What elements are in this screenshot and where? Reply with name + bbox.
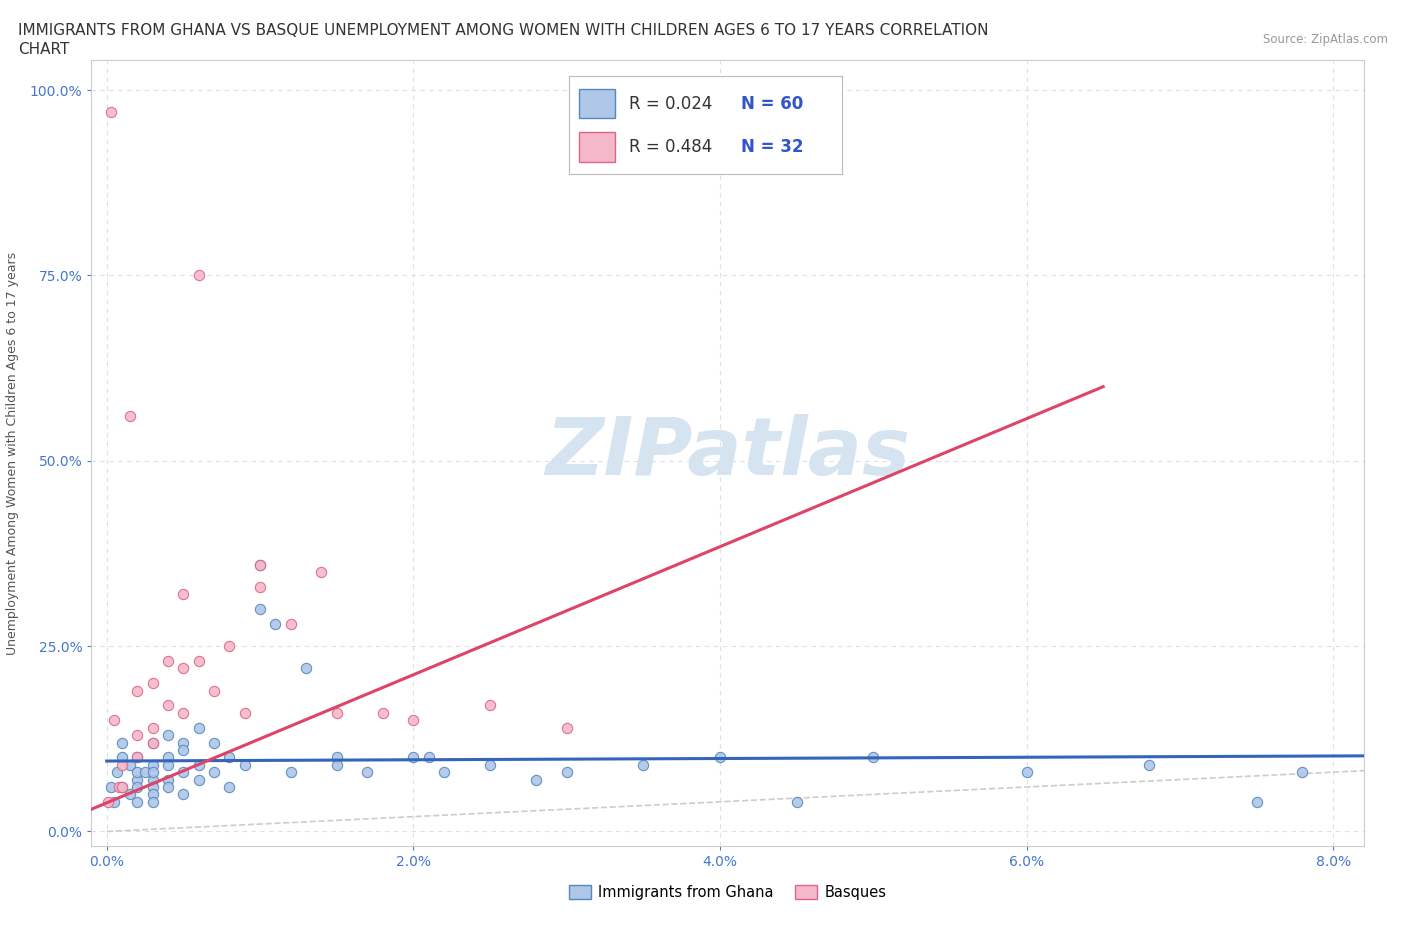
Point — [356, 764, 378, 779]
Point — [127, 750, 149, 764]
Point — [478, 757, 501, 772]
Point — [142, 787, 165, 802]
Point — [157, 750, 180, 764]
Point — [325, 757, 347, 772]
Point — [402, 712, 425, 727]
Point — [172, 735, 194, 750]
Point — [1291, 764, 1313, 779]
Point — [172, 706, 194, 721]
Y-axis label: Unemployment Among Women with Children Ages 6 to 17 years: Unemployment Among Women with Children A… — [6, 252, 18, 655]
Point — [202, 684, 225, 698]
Point — [157, 757, 180, 772]
Point — [555, 764, 578, 779]
Point — [142, 735, 165, 750]
Point — [402, 750, 425, 764]
Point — [127, 750, 149, 764]
Point — [202, 735, 225, 750]
Point — [202, 764, 225, 779]
Point — [157, 698, 180, 713]
Point — [127, 772, 149, 787]
Point — [418, 750, 440, 764]
Point — [118, 787, 141, 802]
Point — [157, 727, 180, 742]
Point — [709, 750, 731, 764]
Point — [142, 779, 165, 794]
Point — [97, 794, 120, 809]
Point — [1137, 757, 1160, 772]
Point — [127, 779, 149, 794]
Point — [249, 557, 271, 572]
Point — [295, 661, 318, 676]
Point — [142, 735, 165, 750]
Text: ZIPatlas: ZIPatlas — [546, 415, 910, 492]
Point — [111, 779, 134, 794]
Point — [187, 268, 209, 283]
Point — [127, 684, 149, 698]
Point — [325, 750, 347, 764]
Point — [249, 557, 271, 572]
Point — [311, 565, 333, 579]
Point — [134, 764, 156, 779]
Point — [218, 639, 240, 654]
Point — [127, 727, 149, 742]
Point — [233, 706, 256, 721]
Point — [142, 764, 165, 779]
Point — [233, 757, 256, 772]
Point — [127, 764, 149, 779]
Point — [325, 706, 347, 721]
Point — [118, 757, 141, 772]
Point — [524, 772, 547, 787]
Point — [1246, 794, 1268, 809]
Point — [433, 764, 456, 779]
Text: IMMIGRANTS FROM GHANA VS BASQUE UNEMPLOYMENT AMONG WOMEN WITH CHILDREN AGES 6 TO: IMMIGRANTS FROM GHANA VS BASQUE UNEMPLOY… — [18, 23, 988, 38]
Point — [142, 757, 165, 772]
Point — [187, 720, 209, 735]
Point — [157, 772, 180, 787]
Point — [633, 757, 655, 772]
Point — [103, 794, 125, 809]
Point — [187, 654, 209, 669]
Point — [172, 661, 194, 676]
Point — [172, 587, 194, 602]
Point — [111, 735, 134, 750]
Point — [172, 742, 194, 757]
Point — [100, 105, 122, 120]
Point — [157, 654, 180, 669]
Point — [127, 794, 149, 809]
Point — [118, 409, 141, 424]
Legend: Immigrants from Ghana, Basques: Immigrants from Ghana, Basques — [562, 879, 893, 906]
Point — [249, 579, 271, 594]
Point — [187, 757, 209, 772]
Point — [111, 779, 134, 794]
Point — [103, 712, 125, 727]
Point — [172, 787, 194, 802]
Text: Source: ZipAtlas.com: Source: ZipAtlas.com — [1263, 33, 1388, 46]
Point — [555, 720, 578, 735]
Point — [111, 750, 134, 764]
Point — [107, 764, 129, 779]
Point — [108, 779, 131, 794]
Point — [187, 772, 209, 787]
Point — [218, 779, 240, 794]
Point — [172, 764, 194, 779]
Point — [371, 706, 394, 721]
Point — [478, 698, 501, 713]
Point — [142, 772, 165, 787]
Point — [280, 617, 302, 631]
Point — [862, 750, 884, 764]
Point — [157, 779, 180, 794]
Point — [142, 720, 165, 735]
Point — [249, 602, 271, 617]
Point — [142, 794, 165, 809]
Point — [264, 617, 287, 631]
Point — [100, 779, 122, 794]
Point — [142, 676, 165, 691]
Point — [218, 750, 240, 764]
Point — [111, 757, 134, 772]
Point — [1015, 764, 1038, 779]
Point — [280, 764, 302, 779]
Text: CHART: CHART — [18, 42, 70, 57]
Point — [786, 794, 808, 809]
